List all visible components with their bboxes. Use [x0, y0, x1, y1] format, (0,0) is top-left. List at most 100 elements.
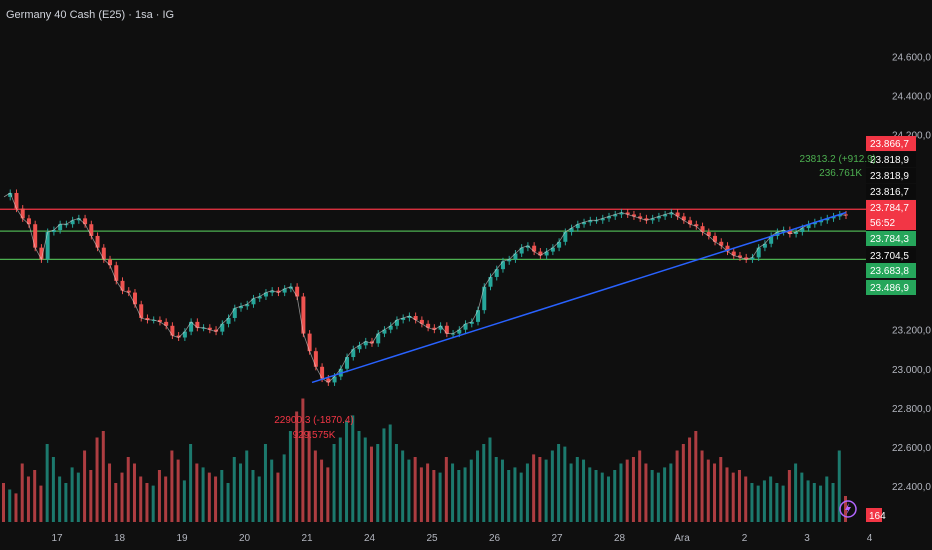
candle-body [656, 216, 661, 219]
volume-bar [407, 459, 411, 522]
candle-body [744, 257, 749, 260]
price-tag-label: 23.784,7 [870, 203, 909, 214]
x-tick-label: 21 [301, 533, 313, 544]
volume-bar [207, 472, 211, 522]
candle-body [407, 316, 412, 318]
candle-body [8, 192, 13, 197]
volume-bar [51, 457, 55, 522]
volume-bar [625, 459, 629, 522]
candle-body [675, 212, 680, 217]
price-tag-label: 56:52 [870, 218, 895, 229]
candle-body [64, 224, 69, 226]
candle-body [182, 331, 187, 338]
volume-bar [663, 467, 667, 522]
volume-bar [295, 411, 299, 522]
volume-bar [444, 457, 448, 522]
volume-bar [750, 483, 754, 522]
candle-body [394, 319, 399, 326]
candle-body [463, 323, 468, 330]
volume-bar [33, 470, 37, 522]
volume-bar [744, 476, 748, 522]
y-tick-label: 22.800,0 [892, 404, 931, 415]
candle-body [33, 224, 38, 248]
volume-bar [345, 420, 349, 522]
volume-bar [507, 470, 511, 522]
volume-bar [139, 476, 143, 522]
volume-bar [463, 467, 467, 522]
volume-bar [114, 483, 118, 522]
chart-annotation: 23813.2 (+912.9) [800, 154, 876, 165]
volume-bar [232, 457, 236, 522]
volume-bar [594, 470, 598, 522]
chart-annotation: 929.575K [293, 430, 336, 441]
horizontal-lines [0, 208, 866, 260]
candle-body [413, 316, 418, 320]
candle-body [713, 235, 718, 242]
volume-bar [76, 472, 80, 522]
volume-bar [251, 470, 255, 522]
trendline[interactable] [311, 211, 847, 384]
volume-bar [550, 450, 554, 522]
volume-bar [675, 450, 679, 522]
volume-bar [83, 450, 87, 522]
price-tag-label: 23.818,9 [870, 171, 909, 182]
candle-body [625, 212, 630, 215]
candle-body [89, 224, 94, 236]
candle-body [631, 214, 636, 217]
candle-body [563, 232, 568, 242]
volume-bar [108, 463, 112, 522]
volume-bar [488, 437, 492, 522]
volume-bar [538, 457, 542, 522]
candle-body [488, 276, 493, 287]
candle-body [457, 329, 462, 334]
volume-bar [681, 444, 685, 522]
volume-bar [307, 431, 311, 522]
volume-bar [606, 476, 610, 522]
candle-body [532, 245, 537, 252]
volume-bar [650, 470, 654, 522]
volume-bar [132, 463, 136, 522]
candle-body [719, 241, 724, 246]
candle-body [644, 218, 649, 221]
volume-bar [613, 470, 617, 522]
candle-body [688, 220, 693, 225]
volume-bar [182, 480, 186, 522]
candle-body [812, 222, 817, 225]
x-tick-label: 25 [426, 533, 438, 544]
volume-bars [2, 398, 847, 522]
y-tick-label: 24.200,0 [892, 130, 931, 141]
volume-bar [713, 463, 717, 522]
volume-bar [195, 463, 199, 522]
volume-bar [494, 457, 498, 522]
volume-bar [201, 467, 205, 522]
candle-body [806, 224, 811, 229]
volume-bar [831, 483, 835, 522]
candle-body [594, 220, 599, 222]
x-tick-label: 20 [239, 533, 251, 544]
x-axis: 17 18 19 20 21 24 25 26 27 28 Ara 2 3 4 [51, 533, 872, 544]
candle-body [301, 296, 306, 334]
volume-bar [226, 483, 230, 522]
volume-bar [700, 450, 704, 522]
candle-body [201, 327, 206, 329]
volume-bar [20, 463, 24, 522]
candle-body [95, 235, 100, 248]
candle-body [500, 261, 505, 270]
y-axis: 24.600,0 24.400,0 24.200,0 23.200,0 23.000,0… [892, 52, 931, 493]
candle-body [207, 327, 212, 330]
volume-bar [120, 472, 124, 522]
candle-body [332, 376, 337, 383]
volume-bar [519, 472, 523, 522]
volume-bar [64, 483, 68, 522]
candle-body [756, 247, 761, 258]
volume-bar [58, 476, 62, 522]
candle-body [681, 216, 686, 221]
volume-bar [176, 459, 180, 522]
lightning-icon[interactable] [839, 500, 857, 518]
candle-body [650, 218, 655, 221]
volume-badge-label: 164 [869, 511, 886, 522]
price-tag [866, 248, 916, 263]
volume-bar [288, 431, 292, 522]
candle-body [45, 232, 50, 260]
